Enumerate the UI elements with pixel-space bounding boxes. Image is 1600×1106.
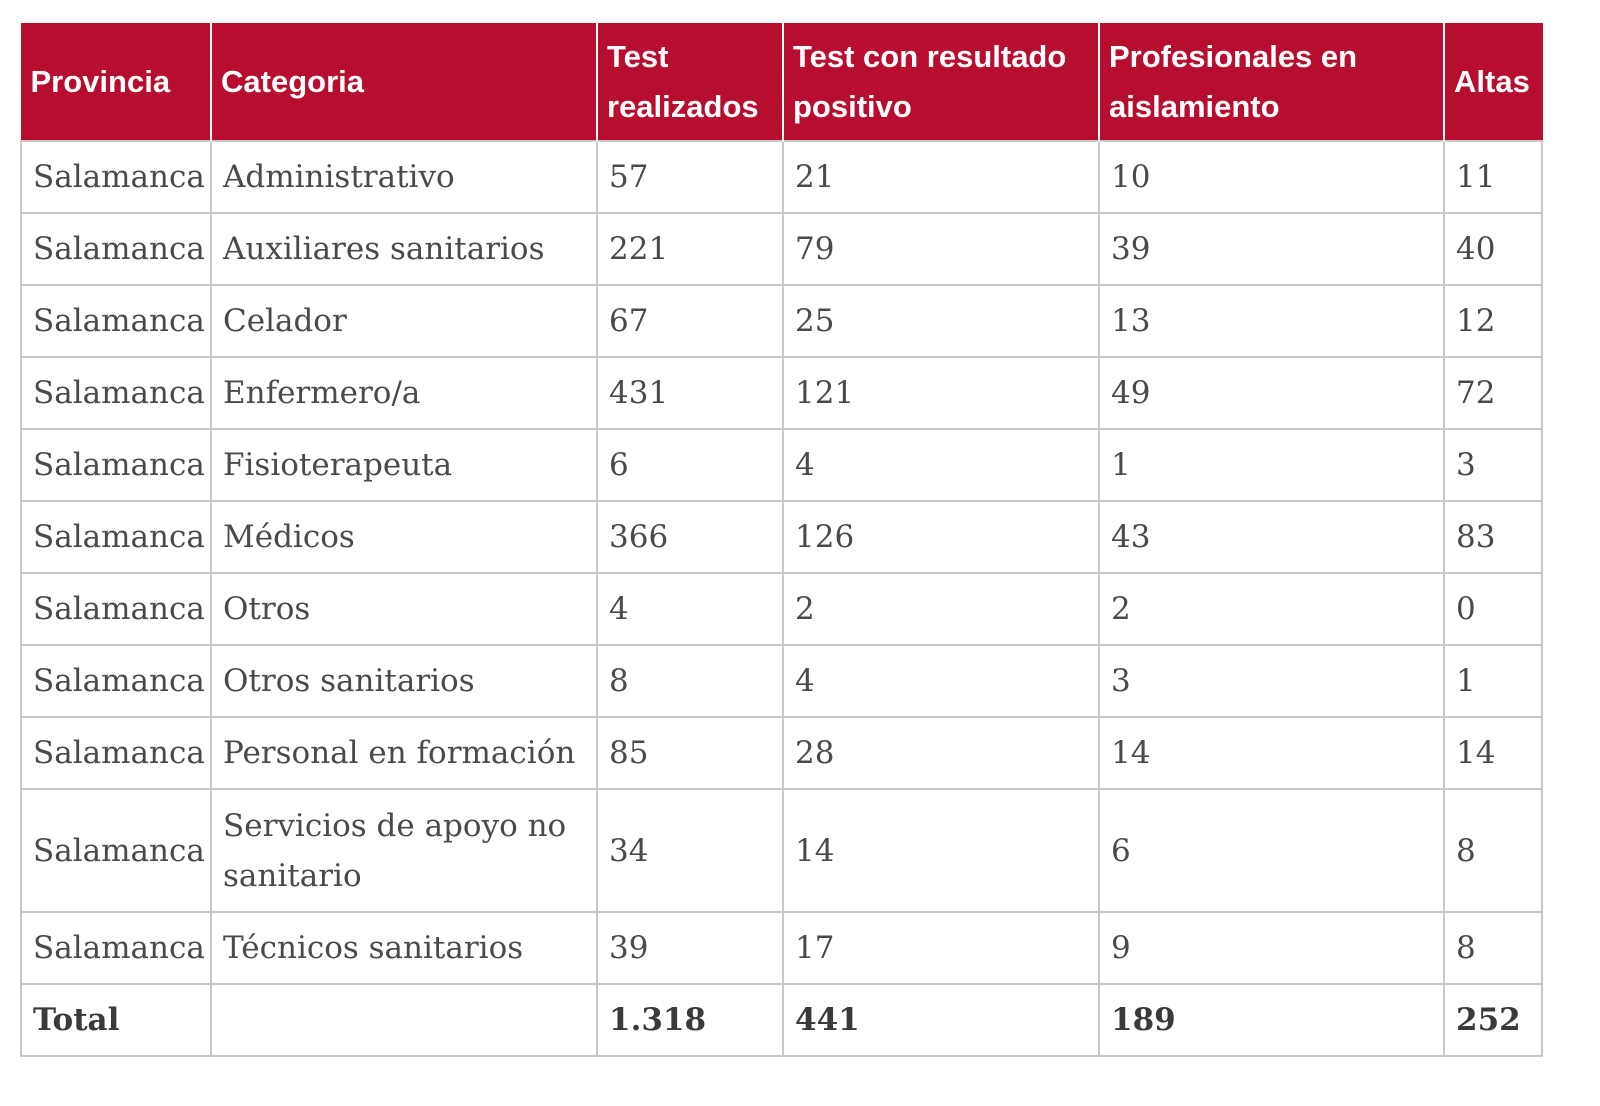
cell-provincia: Salamanca xyxy=(20,140,212,214)
cell-aislamiento: 1 xyxy=(1098,428,1445,502)
cell-test-realizados: 221 xyxy=(596,212,784,286)
total-test-positivo: 441 xyxy=(782,983,1100,1057)
cell-categoria: Médicos xyxy=(210,500,598,574)
cell-altas: 83 xyxy=(1443,500,1543,574)
cell-test-realizados: 8 xyxy=(596,644,784,718)
cell-test-realizados: 6 xyxy=(596,428,784,502)
cell-aislamiento: 10 xyxy=(1098,140,1445,214)
cell-altas: 8 xyxy=(1443,788,1543,913)
cell-aislamiento: 49 xyxy=(1098,356,1445,430)
cell-categoria: Auxiliares sanitarios xyxy=(210,212,598,286)
healthcare-workers-table: Provincia Categoria Test realizados Test… xyxy=(20,23,1543,1057)
table-row: Salamanca Técnicos sanitarios 39 17 9 8 xyxy=(20,911,1543,985)
cell-altas: 40 xyxy=(1443,212,1543,286)
cell-test-positivo: 14 xyxy=(782,788,1100,913)
cell-provincia: Salamanca xyxy=(20,284,212,358)
cell-test-realizados: 67 xyxy=(596,284,784,358)
header-test-positivo: Test con resultado positivo xyxy=(782,23,1100,142)
cell-test-realizados: 4 xyxy=(596,572,784,646)
cell-categoria: Enfermero/a xyxy=(210,356,598,430)
cell-aislamiento: 2 xyxy=(1098,572,1445,646)
cell-altas: 8 xyxy=(1443,911,1543,985)
cell-test-positivo: 25 xyxy=(782,284,1100,358)
total-altas: 252 xyxy=(1443,983,1543,1057)
cell-test-realizados: 366 xyxy=(596,500,784,574)
cell-test-positivo: 28 xyxy=(782,716,1100,790)
table-row: Salamanca Servicios de apoyo no sanitari… xyxy=(20,788,1543,913)
header-test-realizados: Test realizados xyxy=(596,23,784,142)
total-aislamiento: 189 xyxy=(1098,983,1445,1057)
header-profesionales-aislamiento: Profesionales en aislamiento xyxy=(1098,23,1445,142)
cell-categoria: Otros sanitarios xyxy=(210,644,598,718)
cell-aislamiento: 39 xyxy=(1098,212,1445,286)
cell-altas: 72 xyxy=(1443,356,1543,430)
table-row: Salamanca Otros 4 2 2 0 xyxy=(20,572,1543,646)
cell-categoria: Servicios de apoyo no sanitario xyxy=(210,788,598,913)
cell-aislamiento: 13 xyxy=(1098,284,1445,358)
cell-test-positivo: 79 xyxy=(782,212,1100,286)
cell-categoria: Celador xyxy=(210,284,598,358)
cell-test-positivo: 21 xyxy=(782,140,1100,214)
cell-test-realizados: 85 xyxy=(596,716,784,790)
cell-altas: 14 xyxy=(1443,716,1543,790)
cell-test-positivo: 4 xyxy=(782,428,1100,502)
cell-provincia: Salamanca xyxy=(20,716,212,790)
table-row: Salamanca Médicos 366 126 43 83 xyxy=(20,500,1543,574)
table-row: Salamanca Otros sanitarios 8 4 3 1 xyxy=(20,644,1543,718)
cell-provincia: Salamanca xyxy=(20,644,212,718)
cell-provincia: Salamanca xyxy=(20,788,212,913)
cell-categoria: Personal en formación xyxy=(210,716,598,790)
cell-test-positivo: 17 xyxy=(782,911,1100,985)
cell-provincia: Salamanca xyxy=(20,500,212,574)
total-categoria xyxy=(210,983,598,1057)
cell-test-positivo: 126 xyxy=(782,500,1100,574)
cell-aislamiento: 3 xyxy=(1098,644,1445,718)
header-categoria: Categoria xyxy=(210,23,598,142)
table-total-row: Total 1.318 441 189 252 xyxy=(20,983,1543,1057)
total-test-realizados: 1.318 xyxy=(596,983,784,1057)
cell-aislamiento: 6 xyxy=(1098,788,1445,913)
total-label: Total xyxy=(20,983,212,1057)
cell-aislamiento: 14 xyxy=(1098,716,1445,790)
table-row: Salamanca Celador 67 25 13 12 xyxy=(20,284,1543,358)
header-provincia: Provincia xyxy=(20,23,212,142)
cell-test-realizados: 57 xyxy=(596,140,784,214)
cell-test-positivo: 4 xyxy=(782,644,1100,718)
cell-altas: 0 xyxy=(1443,572,1543,646)
cell-test-positivo: 121 xyxy=(782,356,1100,430)
cell-aislamiento: 43 xyxy=(1098,500,1445,574)
cell-provincia: Salamanca xyxy=(20,911,212,985)
table-row: Salamanca Personal en formación 85 28 14… xyxy=(20,716,1543,790)
table-header-row: Provincia Categoria Test realizados Test… xyxy=(20,23,1543,142)
cell-test-realizados: 39 xyxy=(596,911,784,985)
cell-altas: 1 xyxy=(1443,644,1543,718)
cell-altas: 11 xyxy=(1443,140,1543,214)
table-row: Salamanca Administrativo 57 21 10 11 xyxy=(20,140,1543,214)
cell-test-realizados: 431 xyxy=(596,356,784,430)
cell-categoria: Fisioterapeuta xyxy=(210,428,598,502)
cell-altas: 12 xyxy=(1443,284,1543,358)
table-row: Salamanca Fisioterapeuta 6 4 1 3 xyxy=(20,428,1543,502)
cell-provincia: Salamanca xyxy=(20,572,212,646)
cell-categoria: Técnicos sanitarios xyxy=(210,911,598,985)
cell-categoria: Administrativo xyxy=(210,140,598,214)
cell-provincia: Salamanca xyxy=(20,356,212,430)
cell-altas: 3 xyxy=(1443,428,1543,502)
cell-test-realizados: 34 xyxy=(596,788,784,913)
cell-test-positivo: 2 xyxy=(782,572,1100,646)
cell-provincia: Salamanca xyxy=(20,428,212,502)
table-row: Salamanca Auxiliares sanitarios 221 79 3… xyxy=(20,212,1543,286)
data-table-container: Provincia Categoria Test realizados Test… xyxy=(20,23,1543,1057)
cell-categoria: Otros xyxy=(210,572,598,646)
cell-aislamiento: 9 xyxy=(1098,911,1445,985)
cell-provincia: Salamanca xyxy=(20,212,212,286)
header-altas: Altas xyxy=(1443,23,1543,142)
table-row: Salamanca Enfermero/a 431 121 49 72 xyxy=(20,356,1543,430)
